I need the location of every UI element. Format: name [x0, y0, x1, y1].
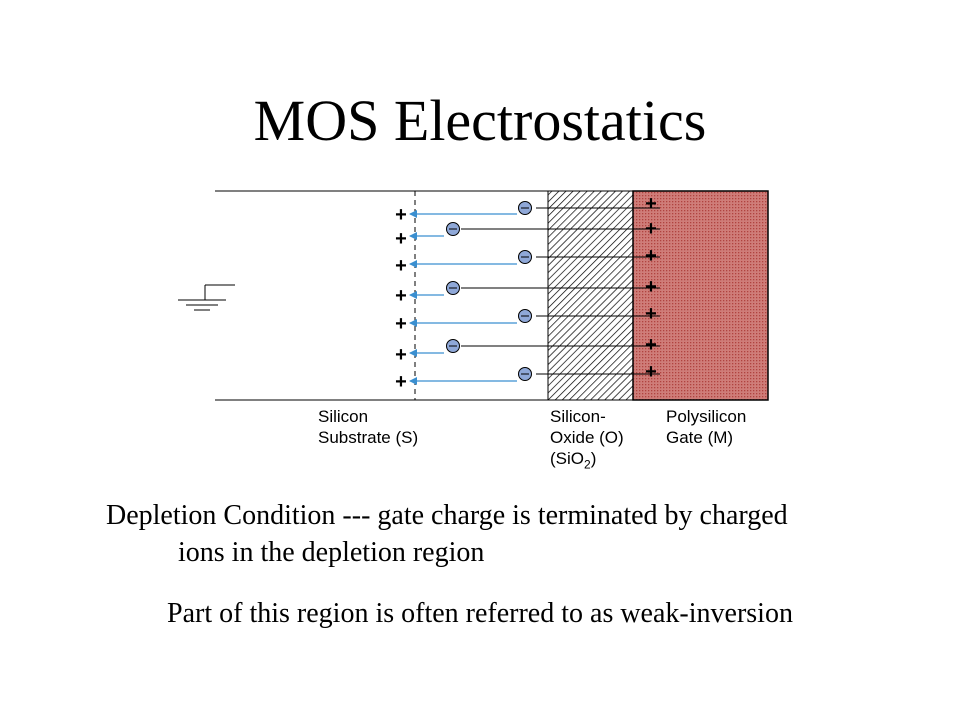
oxide-layer [547, 190, 634, 401]
plus-charge: + [645, 334, 657, 356]
description-line1: Depletion Condition --- gate charge is t… [106, 500, 788, 531]
plus-charge: + [395, 255, 407, 277]
gate-label-line1: Polysilicon [666, 407, 747, 426]
ion-icon [446, 339, 460, 353]
plus-charge: + [395, 204, 407, 226]
plus-charge: + [645, 361, 657, 383]
ion-icon [518, 309, 532, 323]
substrate-charges: + + + + + + + [395, 204, 407, 393]
ground-symbol [178, 284, 235, 311]
plus-charge: + [645, 276, 657, 298]
plus-charge: + [395, 371, 407, 393]
ion-icon [446, 222, 460, 236]
ion-icon [518, 201, 532, 215]
ions [446, 201, 532, 381]
oxide-label-line2: Oxide (O) [550, 428, 624, 447]
substrate-region [215, 190, 548, 401]
plus-charge: + [645, 245, 657, 267]
gate-label: Polysilicon Gate (M) [666, 406, 746, 448]
substrate-label: Silicon Substrate (S) [318, 406, 418, 448]
description-line2: ions in the depletion region [178, 537, 485, 568]
oxide-label: Silicon- Oxide (O) (SiO2) [550, 406, 624, 475]
weak-inversion-note: Part of this region is often referred to… [167, 598, 793, 629]
plus-charge: + [645, 193, 657, 215]
slide-title: MOS Electrostatics [253, 88, 707, 153]
oxide-label-line1: Silicon- [550, 407, 606, 426]
plus-charge: + [645, 218, 657, 240]
polysilicon-gate [632, 190, 769, 401]
plus-charge: + [395, 344, 407, 366]
plus-charge: + [645, 303, 657, 325]
oxide-label-line3: (SiO2) [550, 449, 597, 472]
gate-charges: + + + + + + + [645, 193, 657, 383]
field-arrows [409, 210, 517, 385]
gate-label-line2: Gate (M) [666, 428, 734, 447]
substrate-label-line2: Substrate (S) [318, 428, 419, 447]
ion-icon [518, 250, 532, 264]
field-lines [461, 207, 660, 375]
plus-charge: + [395, 285, 407, 307]
plus-charge: + [395, 313, 407, 335]
ion-icon [518, 367, 532, 381]
ion-icon [446, 281, 460, 295]
plus-charge: + [395, 228, 407, 250]
substrate-label-line1: Silicon [318, 407, 369, 426]
